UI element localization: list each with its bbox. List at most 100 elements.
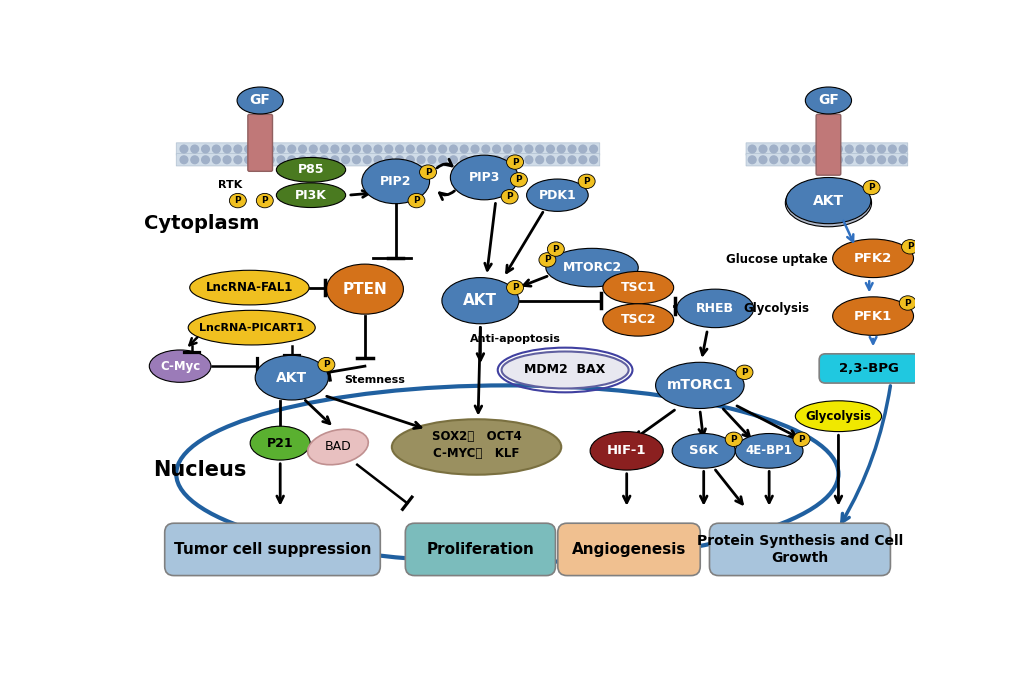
Circle shape — [180, 145, 187, 153]
Circle shape — [460, 145, 468, 153]
Text: Proliferation: Proliferation — [426, 542, 534, 557]
Ellipse shape — [792, 432, 809, 447]
Text: Protein Synthesis and Cell
Growth: Protein Synthesis and Cell Growth — [696, 534, 902, 565]
Text: PIP2: PIP2 — [379, 175, 411, 188]
Circle shape — [514, 156, 522, 164]
Ellipse shape — [795, 401, 880, 432]
Circle shape — [589, 156, 597, 164]
Circle shape — [780, 145, 788, 153]
Ellipse shape — [362, 159, 429, 204]
Circle shape — [748, 156, 755, 164]
Circle shape — [758, 145, 766, 153]
Circle shape — [309, 145, 317, 153]
Circle shape — [256, 145, 263, 153]
Text: GF: GF — [817, 93, 838, 108]
Ellipse shape — [901, 240, 918, 254]
Ellipse shape — [736, 365, 752, 380]
Circle shape — [503, 156, 511, 164]
Text: P: P — [543, 255, 550, 265]
Circle shape — [877, 156, 884, 164]
Text: P: P — [505, 192, 513, 201]
Circle shape — [277, 145, 284, 153]
Text: Tumor cell suppression: Tumor cell suppression — [173, 542, 371, 557]
Circle shape — [791, 156, 799, 164]
Circle shape — [353, 145, 360, 153]
Ellipse shape — [735, 433, 802, 468]
Circle shape — [266, 156, 274, 164]
Ellipse shape — [862, 180, 879, 195]
FancyBboxPatch shape — [709, 523, 890, 575]
Circle shape — [363, 156, 371, 164]
Circle shape — [579, 156, 586, 164]
Circle shape — [384, 145, 392, 153]
Ellipse shape — [526, 179, 588, 211]
Ellipse shape — [229, 194, 246, 208]
Ellipse shape — [578, 174, 594, 188]
Ellipse shape — [501, 351, 628, 389]
Text: P: P — [234, 196, 240, 205]
Circle shape — [245, 145, 253, 153]
Circle shape — [374, 156, 381, 164]
Text: P: P — [512, 283, 518, 292]
Circle shape — [438, 156, 446, 164]
Circle shape — [331, 156, 338, 164]
Circle shape — [223, 145, 230, 153]
Circle shape — [845, 145, 852, 153]
Circle shape — [802, 145, 809, 153]
FancyBboxPatch shape — [176, 143, 599, 155]
Circle shape — [525, 156, 532, 164]
Circle shape — [899, 156, 906, 164]
Text: AKT: AKT — [463, 293, 497, 308]
Ellipse shape — [545, 248, 638, 287]
Circle shape — [407, 156, 414, 164]
FancyBboxPatch shape — [248, 114, 272, 171]
Ellipse shape — [326, 264, 403, 314]
Text: PI3K: PI3K — [294, 189, 327, 202]
Circle shape — [353, 156, 360, 164]
Text: P: P — [512, 158, 518, 167]
Ellipse shape — [538, 253, 555, 267]
FancyBboxPatch shape — [745, 154, 907, 166]
Circle shape — [471, 145, 478, 153]
Circle shape — [546, 145, 553, 153]
Ellipse shape — [408, 194, 425, 208]
FancyBboxPatch shape — [815, 114, 840, 175]
Circle shape — [417, 156, 425, 164]
Circle shape — [492, 145, 500, 153]
Text: P: P — [323, 360, 329, 369]
Circle shape — [888, 156, 896, 164]
Ellipse shape — [255, 355, 328, 400]
Ellipse shape — [832, 297, 913, 335]
Text: Nucleus: Nucleus — [153, 460, 247, 480]
Circle shape — [449, 156, 457, 164]
Circle shape — [212, 145, 220, 153]
Circle shape — [855, 145, 863, 153]
FancyBboxPatch shape — [745, 143, 907, 155]
Text: P: P — [904, 299, 910, 307]
Circle shape — [245, 156, 253, 164]
Text: 4E-BP1: 4E-BP1 — [745, 444, 792, 458]
Text: RTK: RTK — [218, 180, 243, 190]
Circle shape — [428, 145, 435, 153]
FancyBboxPatch shape — [557, 523, 700, 575]
Ellipse shape — [506, 155, 523, 169]
Circle shape — [758, 156, 766, 164]
FancyBboxPatch shape — [176, 154, 599, 166]
Circle shape — [481, 145, 489, 153]
Text: MTORC2: MTORC2 — [561, 261, 621, 274]
Ellipse shape — [308, 429, 368, 464]
Circle shape — [877, 145, 884, 153]
Text: Glycolysis: Glycolysis — [743, 302, 809, 315]
Ellipse shape — [190, 270, 309, 305]
Ellipse shape — [602, 271, 673, 304]
Text: Glycolysis: Glycolysis — [805, 410, 870, 422]
Circle shape — [579, 145, 586, 153]
Text: GF: GF — [250, 93, 270, 108]
Circle shape — [191, 145, 199, 153]
Ellipse shape — [256, 194, 273, 208]
Ellipse shape — [441, 278, 519, 324]
Circle shape — [287, 145, 296, 153]
Circle shape — [834, 156, 842, 164]
Text: AKT: AKT — [276, 371, 307, 385]
Circle shape — [589, 145, 597, 153]
